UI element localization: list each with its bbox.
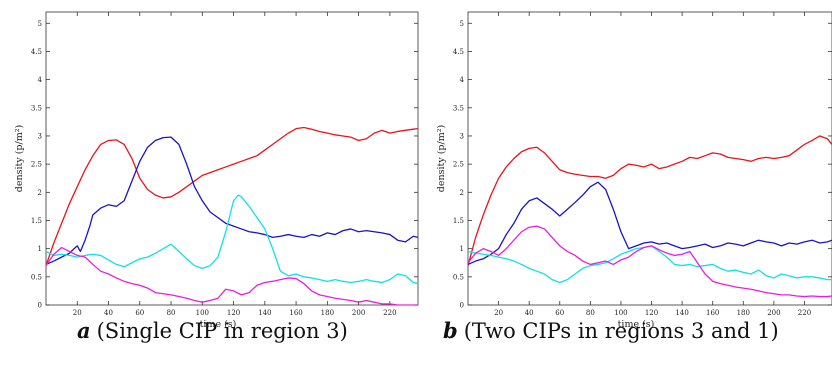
y-tick-label: 2.5 [453, 161, 464, 169]
y-tick-label: 1 [460, 245, 464, 253]
caption-panel-b: b (Two CIPs in regions 3 and 1) [443, 318, 779, 343]
series-line-1 [468, 135, 832, 266]
y-axis-label: density (p/m²) [436, 125, 447, 192]
x-axis-label: time (s) [618, 319, 655, 330]
x-tick-label: 220 [798, 309, 811, 317]
plot-frame [45, 11, 419, 306]
x-tick-label: 160 [706, 309, 719, 317]
y-tick-label: 5 [38, 20, 42, 28]
y-tick-label: 4.5 [453, 48, 464, 56]
x-tick-label: 20 [494, 309, 503, 317]
y-tick-label: 1 [38, 245, 42, 253]
series-line-3 [46, 194, 418, 285]
x-axis-label: time (s) [200, 319, 237, 330]
y-tick-label: 0.5 [453, 273, 464, 281]
series-line-3 [468, 245, 832, 284]
x-tick-label: 80 [586, 309, 595, 317]
chart-panel-b: 0 0.5 1 1.5 2 2.5 3 3.5 4 4.5 5 20 40 60 80 100 120 140 16… [436, 11, 832, 330]
x-tick-label: 60 [135, 309, 144, 317]
y-tick-label: 0 [38, 302, 42, 310]
series-line-1 [46, 126, 418, 266]
caption-letter: b [443, 318, 458, 343]
y-tick-label: 2 [460, 189, 464, 197]
x-tick-label: 40 [104, 309, 113, 317]
y-tick-label: 3.5 [453, 104, 464, 112]
x-tick-label: 140 [258, 309, 271, 317]
x-tick-label: 100 [614, 309, 627, 317]
x-tick-label: 180 [321, 309, 334, 317]
chart-panel-a: 0 0.5 1 1.5 2 2.5 3 3.5 4 4.5 5 20 40 60 80 100 120 140 16… [14, 11, 419, 330]
x-tick-label: 80 [167, 309, 176, 317]
x-tick-label: 40 [525, 309, 534, 317]
x-tick-label: 20 [73, 309, 82, 317]
x-tick-label: 60 [555, 309, 564, 317]
y-tick-label: 4 [38, 76, 43, 84]
caption-text: (Single CIP in region 3) [96, 319, 348, 343]
x-tick-label: 100 [196, 309, 209, 317]
y-tick-label: 4 [460, 76, 465, 84]
y-tick-label: 1.5 [31, 217, 42, 225]
y-axis-label: density (p/m²) [14, 125, 25, 192]
y-tick-label: 3 [460, 132, 464, 140]
series-line-4 [46, 246, 418, 305]
x-tick-label: 140 [675, 309, 688, 317]
plot-frame [467, 11, 832, 306]
y-tick-label: 3.5 [31, 104, 42, 112]
y-tick-label: 4.5 [31, 48, 42, 56]
y-tick-label: 3 [38, 132, 42, 140]
y-tick-label: 2.5 [31, 161, 42, 169]
caption-text: (Two CIPs in regions 3 and 1) [463, 319, 779, 343]
x-tick-label: 200 [767, 309, 780, 317]
caption-panel-a: a (Single CIP in region 3) [77, 318, 348, 343]
y-tick-label: 2 [38, 189, 42, 197]
series-line-2 [468, 181, 832, 266]
series-line-4 [468, 225, 832, 298]
y-tick-label: 5 [460, 20, 464, 28]
x-tick-label: 180 [737, 309, 750, 317]
x-tick-label: 200 [352, 309, 365, 317]
x-tick-label: 220 [383, 309, 396, 317]
series-line-2 [46, 136, 418, 266]
caption-letter: a [77, 318, 91, 343]
y-tick-label: 1.5 [453, 217, 464, 225]
series-group [46, 126, 418, 305]
y-tick-label: 0 [460, 302, 464, 310]
x-tick-label: 120 [645, 309, 658, 317]
x-tick-label: 160 [289, 309, 302, 317]
y-tick-label: 0.5 [31, 273, 42, 281]
series-group [468, 135, 832, 298]
x-tick-label: 120 [227, 309, 240, 317]
